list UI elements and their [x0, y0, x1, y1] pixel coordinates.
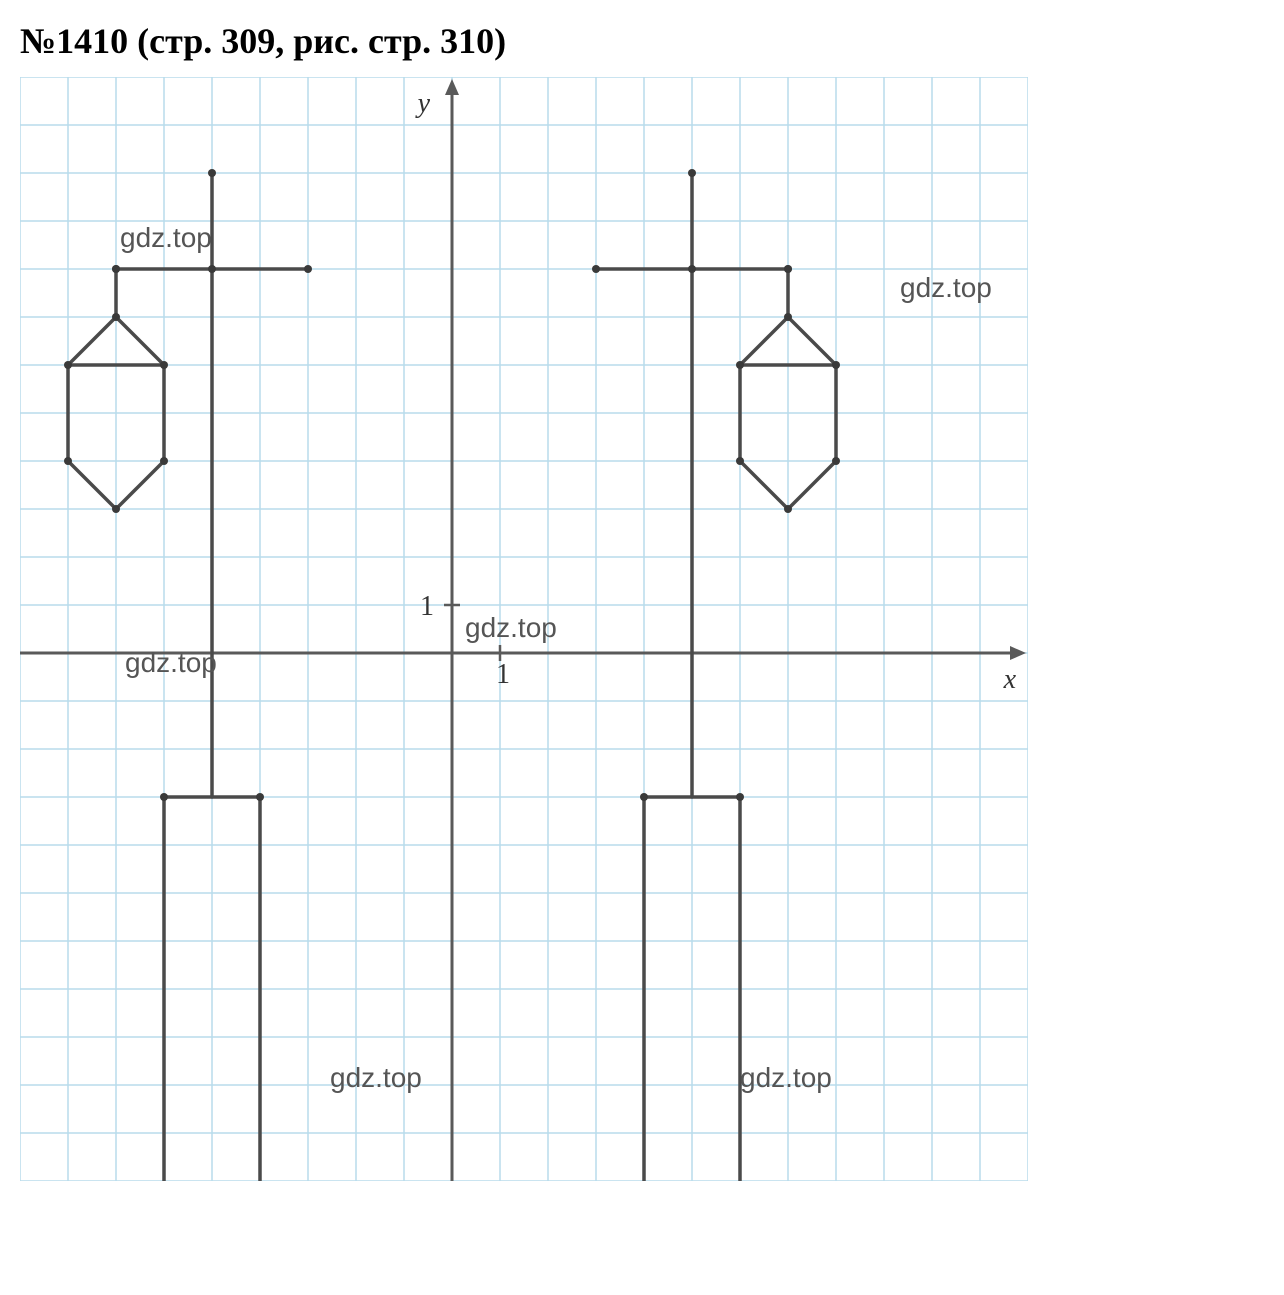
- diagram-svg: y x 1 1: [20, 77, 1028, 1181]
- svg-text:1: 1: [420, 591, 434, 622]
- svg-text:1: 1: [496, 659, 510, 690]
- svg-text:y: y: [415, 88, 431, 119]
- svg-text:x: x: [1003, 664, 1017, 695]
- coordinate-diagram: yx11 gdz.topgdz.topgdz.topgdz.topgdz.top…: [20, 77, 1040, 1227]
- page-title: №1410 (стр. 309, рис. стр. 310): [20, 20, 1264, 62]
